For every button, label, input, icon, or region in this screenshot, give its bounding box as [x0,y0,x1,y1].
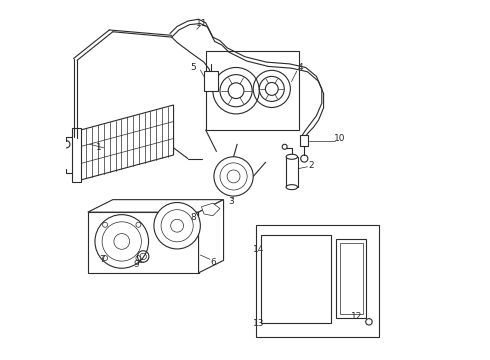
Bar [336,239,367,318]
Polygon shape [88,212,198,273]
Text: 11: 11 [196,19,208,28]
Ellipse shape [286,154,297,159]
Polygon shape [88,200,223,212]
Circle shape [95,215,148,268]
Text: 1: 1 [96,143,101,152]
Bar [340,243,363,314]
Text: 13: 13 [253,319,264,328]
Polygon shape [201,203,220,216]
Text: 6: 6 [210,258,216,267]
Text: 10: 10 [334,134,345,143]
Text: 4: 4 [297,63,303,72]
Bar [256,225,379,337]
Polygon shape [72,128,81,182]
Circle shape [154,203,200,249]
Text: 5: 5 [190,63,196,72]
Bar [204,71,218,91]
Bar [286,157,297,187]
Text: 14: 14 [252,245,264,254]
Text: 8: 8 [190,213,196,222]
Bar [300,135,308,146]
Ellipse shape [286,185,297,190]
Text: 7: 7 [99,255,105,264]
Polygon shape [206,51,298,130]
Circle shape [214,157,253,196]
Bar [261,235,331,323]
Text: 3: 3 [228,197,234,206]
Text: 12: 12 [351,312,362,321]
Text: 2: 2 [308,161,314,170]
Polygon shape [198,200,223,273]
Text: 9: 9 [133,260,139,269]
